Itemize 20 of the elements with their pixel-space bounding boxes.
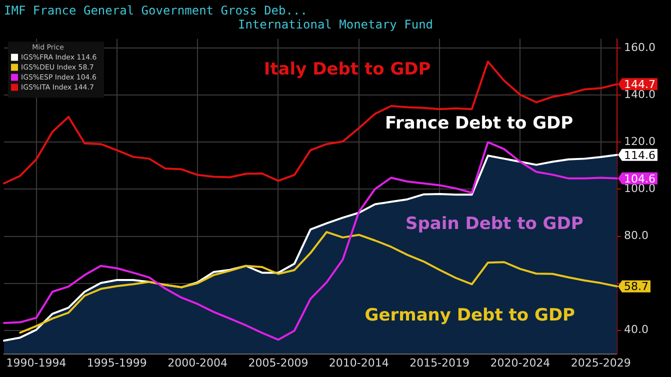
chart-title: IMF France General Government Gross Deb... [4,3,308,18]
annotation: France Debt to GDP [385,113,574,134]
x-tick-label: 2015-2019 [410,356,470,370]
annotation: Germany Debt to GDP [364,305,576,326]
x-tick-label: 2020-2024 [490,356,550,370]
y-tick-label: 160.0 [624,41,656,54]
y-tick-label: 40.0 [624,323,648,336]
x-tick-label: 2010-2014 [328,356,389,370]
y-tick-label: 120.0 [624,135,656,148]
annotation: Spain Debt to GDP [405,214,584,234]
annotation: Italy Debt to GDP [264,60,431,80]
x-tick-label: 2000-2004 [168,356,228,370]
x-tick-label: 2005-2009 [248,356,308,370]
x-tick-label: 1995-1999 [86,356,147,370]
data-label: 114.6 [624,148,656,162]
x-tick-label: 2025-2029 [570,356,631,370]
chart-subtitle: International Monetary Fund [238,18,434,32]
x-tick-label: 1990-1994 [6,356,66,370]
y-tick-label: 80.0 [624,229,648,242]
data-label: 58.7 [624,280,648,294]
